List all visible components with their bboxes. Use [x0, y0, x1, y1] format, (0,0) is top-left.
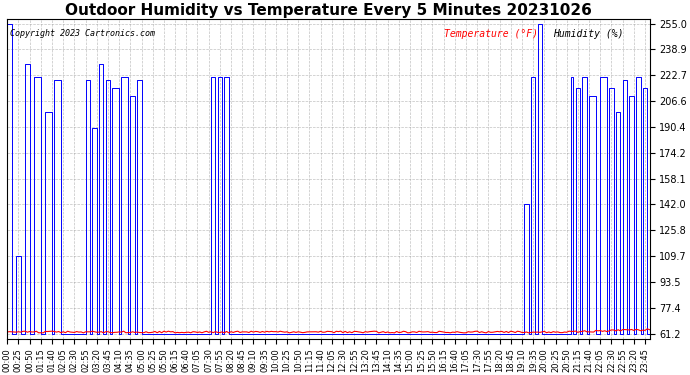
Humidity (%) — [645, 74, 653, 79]
Temperature (°F) — [330, 330, 338, 335]
Line: Humidity (%): Humidity (%) — [8, 24, 649, 334]
Temperature (°F) — [591, 328, 600, 333]
Humidity (%) — [556, 332, 564, 336]
Text: Temperature (°F): Temperature (°F) — [444, 28, 538, 39]
Temperature (°F) — [59, 330, 68, 334]
Temperature (°F) — [225, 331, 233, 335]
Humidity (%) — [61, 332, 70, 336]
Temperature (°F) — [643, 327, 651, 331]
Title: Outdoor Humidity vs Temperature Every 5 Minutes 20231026: Outdoor Humidity vs Temperature Every 5 … — [65, 3, 592, 18]
Text: Copyright 2023 Cartronics.com: Copyright 2023 Cartronics.com — [10, 28, 155, 38]
Temperature (°F) — [3, 330, 12, 334]
Line: Temperature (°F): Temperature (°F) — [8, 329, 649, 333]
Temperature (°F) — [544, 330, 553, 334]
Humidity (%) — [3, 21, 12, 26]
Humidity (%) — [591, 332, 600, 336]
Humidity (%) — [330, 332, 338, 336]
Temperature (°F) — [645, 327, 653, 332]
Humidity (%) — [8, 332, 16, 336]
Humidity (%) — [544, 332, 553, 336]
Humidity (%) — [571, 86, 580, 90]
Text: Humidity (%): Humidity (%) — [553, 28, 624, 39]
Temperature (°F) — [571, 329, 580, 333]
Temperature (°F) — [556, 330, 564, 335]
